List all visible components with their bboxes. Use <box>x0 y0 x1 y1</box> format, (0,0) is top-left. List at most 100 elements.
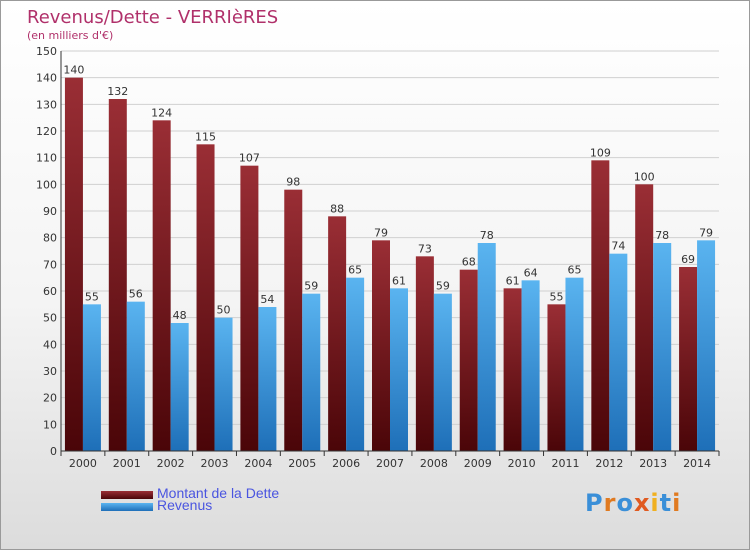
data-label: 65 <box>567 264 581 277</box>
y-tick-label: 50 <box>43 312 57 325</box>
bar-dette <box>679 267 698 451</box>
x-tick-label: 2014 <box>683 457 711 470</box>
bar-revenus <box>477 243 496 451</box>
data-label: 100 <box>634 170 655 183</box>
data-label: 55 <box>549 290 563 303</box>
x-tick-label: 2007 <box>376 457 404 470</box>
bar-dette <box>459 269 478 451</box>
chart-subtitle: (en milliers d'€) <box>27 29 114 42</box>
data-label: 61 <box>392 274 406 287</box>
x-tick-label: 2009 <box>464 457 492 470</box>
x-tick-label: 2004 <box>244 457 272 470</box>
bar-revenus <box>82 304 101 451</box>
y-tick-label: 150 <box>36 45 57 58</box>
bar-revenus <box>346 277 365 451</box>
data-label: 109 <box>590 146 611 159</box>
legend-swatch-revenus <box>101 503 153 511</box>
x-tick-label: 2011 <box>551 457 579 470</box>
bar-dette <box>152 120 171 451</box>
x-tick-label: 2010 <box>508 457 536 470</box>
y-tick-label: 10 <box>43 418 57 431</box>
data-label: 68 <box>462 256 476 269</box>
data-label: 107 <box>239 152 260 165</box>
bar-dette <box>415 256 434 451</box>
bar-revenus <box>258 307 277 451</box>
bar-dette <box>503 288 522 451</box>
legend-swatch-dette <box>101 491 153 499</box>
chart-title: Revenus/Dette - VERRIèRES <box>27 7 279 28</box>
data-label: 65 <box>348 264 362 277</box>
data-label: 79 <box>699 226 713 239</box>
x-tick-label: 2002 <box>157 457 185 470</box>
data-label: 78 <box>480 229 494 242</box>
y-tick-label: 20 <box>43 392 57 405</box>
bar-revenus <box>126 301 145 451</box>
data-label: 61 <box>506 274 520 287</box>
bar-revenus <box>653 243 672 451</box>
y-tick-label: 40 <box>43 338 57 351</box>
x-tick-label: 2003 <box>201 457 229 470</box>
bar-dette <box>108 99 127 451</box>
data-label: 140 <box>63 64 84 77</box>
y-tick-label: 140 <box>36 72 57 85</box>
bar-dette <box>591 160 610 452</box>
x-tick-label: 2001 <box>113 457 141 470</box>
data-label: 59 <box>436 280 450 293</box>
axes: 0 10 20 30 40 50 60 70 80 90 100 110 120 130 140 150 200… <box>36 45 720 470</box>
y-tick-label: 120 <box>36 125 57 138</box>
data-label: 54 <box>260 293 274 306</box>
bar-dette <box>240 165 259 451</box>
data-label: 59 <box>304 280 318 293</box>
bar-revenus <box>521 280 540 451</box>
bar-dette <box>284 189 303 451</box>
data-label: 55 <box>85 290 99 303</box>
data-label: 56 <box>129 288 143 301</box>
x-tick-label: 2012 <box>595 457 623 470</box>
data-label: 98 <box>286 176 300 189</box>
bar-dette <box>328 216 347 451</box>
x-tick-label: 2013 <box>639 457 667 470</box>
y-tick-label: 0 <box>50 445 57 458</box>
bar-revenus <box>609 253 628 451</box>
legend-label-revenus: Revenus <box>157 497 213 513</box>
y-tick-label: 70 <box>43 258 57 271</box>
bar-revenus <box>565 277 584 451</box>
bar-revenus <box>697 240 716 451</box>
data-label: 48 <box>173 309 187 322</box>
x-tick-label: 2008 <box>420 457 448 470</box>
y-tick-label: 90 <box>43 205 57 218</box>
x-tick-label: 2000 <box>69 457 97 470</box>
y-tick-label: 80 <box>43 232 57 245</box>
bar-dette <box>547 304 566 451</box>
y-tick-label: 130 <box>36 98 57 111</box>
y-tick-label: 60 <box>43 285 57 298</box>
data-label: 64 <box>524 266 538 279</box>
bar-revenus <box>390 288 408 451</box>
bar-dette <box>372 240 390 451</box>
bar-revenus <box>302 293 321 451</box>
bar-revenus <box>214 317 233 451</box>
bars <box>64 77 716 452</box>
bar-dette <box>196 144 215 452</box>
x-tick-label: 2006 <box>332 457 360 470</box>
bar-dette <box>64 77 83 452</box>
data-label: 73 <box>418 242 432 255</box>
data-label: 115 <box>195 130 216 143</box>
data-label: 132 <box>107 85 128 98</box>
proxiti-logo: Proxiti <box>585 489 682 517</box>
data-label: 50 <box>217 304 231 317</box>
bar-dette <box>635 184 654 452</box>
data-label: 124 <box>151 106 172 119</box>
y-tick-label: 100 <box>36 178 57 191</box>
x-tick-label: 2005 <box>288 457 316 470</box>
bar-revenus <box>170 323 189 451</box>
data-label: 88 <box>330 202 344 215</box>
bar-revenus <box>433 293 452 451</box>
y-tick-label: 110 <box>36 152 57 165</box>
data-label: 78 <box>655 229 669 242</box>
data-label: 74 <box>611 240 625 253</box>
data-label: 79 <box>374 226 388 239</box>
y-tick-label: 30 <box>43 365 57 378</box>
